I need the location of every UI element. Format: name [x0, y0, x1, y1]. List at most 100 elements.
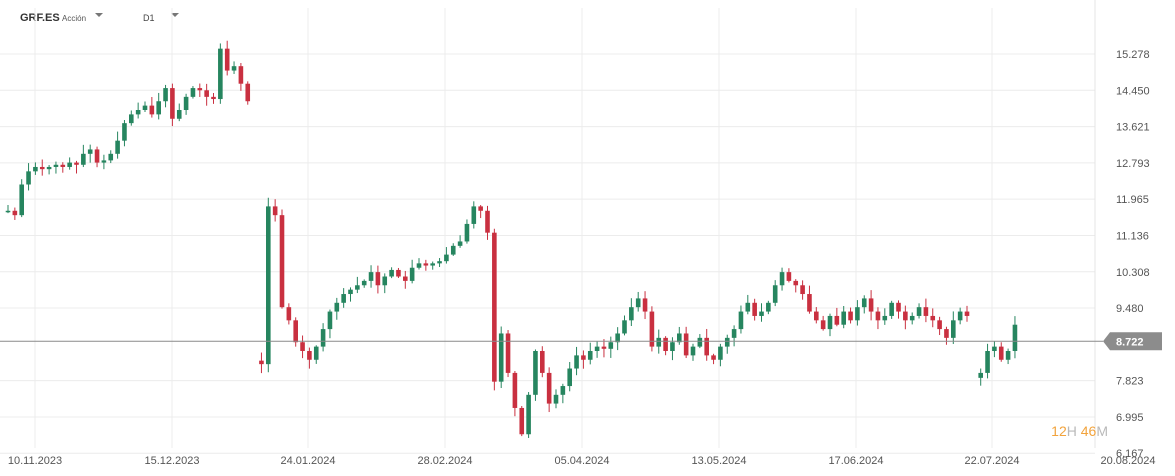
candle-down[interactable] — [423, 263, 429, 266]
candle-up[interactable] — [135, 109, 141, 115]
candle-up[interactable] — [444, 254, 449, 262]
candle-down[interactable] — [403, 276, 408, 281]
candle-up[interactable] — [615, 333, 620, 343]
candle-up[interactable] — [861, 298, 867, 308]
candle-up[interactable] — [992, 346, 997, 351]
candle-up[interactable] — [416, 263, 422, 268]
candle-up[interactable] — [498, 333, 504, 382]
candle-up[interactable] — [738, 311, 744, 330]
candle-down[interactable] — [581, 355, 586, 360]
candle-up[interactable] — [348, 289, 353, 295]
candle-up[interactable] — [26, 171, 31, 185]
candle-down[interactable] — [60, 164, 66, 167]
candle-up[interactable] — [574, 355, 579, 369]
candle-down[interactable] — [74, 162, 79, 165]
candle-down[interactable] — [868, 298, 874, 312]
candle-down[interactable] — [540, 350, 545, 373]
candle-down[interactable] — [245, 83, 251, 102]
candle-down[interactable] — [12, 210, 18, 216]
candle-up[interactable] — [67, 162, 72, 167]
candle-up[interactable] — [587, 350, 593, 360]
candle-up[interactable] — [183, 96, 189, 110]
candle-down[interactable] — [307, 350, 312, 360]
candle-down[interactable] — [875, 311, 881, 321]
candle-down[interactable] — [814, 311, 819, 321]
candle-up[interactable] — [622, 320, 627, 334]
candle-down[interactable] — [279, 215, 285, 308]
candle-up[interactable] — [985, 350, 990, 373]
candle-down[interactable] — [197, 88, 203, 91]
candle-up[interactable] — [5, 210, 11, 213]
candle-down[interactable] — [505, 333, 511, 373]
candle-up[interactable] — [827, 315, 833, 330]
candle-down[interactable] — [663, 337, 668, 351]
candle-down[interactable] — [601, 346, 607, 349]
candle-up[interactable] — [368, 272, 374, 281]
candle-up[interactable] — [266, 206, 271, 365]
candle-down[interactable] — [94, 149, 100, 163]
candle-down[interactable] — [649, 311, 655, 347]
candle-up[interactable] — [87, 149, 93, 154]
timeframe-selector[interactable]: D1 — [143, 13, 155, 23]
candle-down[interactable] — [937, 320, 942, 330]
candle-up[interactable] — [320, 329, 326, 347]
candle-up[interactable] — [779, 272, 785, 286]
candle-up[interactable] — [889, 302, 894, 316]
candle-up[interactable] — [382, 276, 388, 286]
candle-up[interactable] — [656, 337, 662, 347]
candle-up[interactable] — [327, 311, 333, 330]
candle-down[interactable] — [204, 90, 209, 97]
candle-up[interactable] — [437, 261, 442, 264]
candle-up[interactable] — [46, 166, 52, 170]
candle-up[interactable] — [697, 337, 703, 347]
candle-down[interactable] — [800, 285, 805, 295]
candle-down[interactable] — [478, 206, 483, 211]
candle-up[interactable] — [190, 88, 196, 97]
candle-down[interactable] — [834, 315, 840, 325]
candle-up[interactable] — [450, 245, 456, 255]
candle-up[interactable] — [101, 160, 107, 163]
candle-down[interactable] — [485, 210, 490, 233]
candle-up[interactable] — [33, 166, 38, 172]
candle-down[interactable] — [170, 88, 175, 119]
candle-up[interactable] — [430, 263, 435, 266]
candle-up[interactable] — [670, 342, 675, 351]
candle-down[interactable] — [519, 407, 525, 435]
candle-up[interactable] — [129, 114, 134, 124]
candle-up[interactable] — [766, 302, 771, 312]
candle-up[interactable] — [718, 346, 723, 360]
candle-up[interactable] — [108, 153, 114, 161]
candle-up[interactable] — [1005, 350, 1011, 360]
candle-up[interactable] — [635, 298, 641, 308]
candle-down[interactable] — [964, 311, 970, 316]
candle-down[interactable] — [211, 96, 216, 100]
candle-up[interactable] — [361, 280, 367, 286]
candle-down[interactable] — [786, 272, 792, 281]
candle-down[interactable] — [272, 206, 278, 216]
candle-down[interactable] — [896, 302, 901, 312]
candle-up[interactable] — [19, 184, 24, 216]
candle-down[interactable] — [711, 355, 716, 360]
candle-up[interactable] — [341, 294, 346, 303]
candle-up[interactable] — [841, 311, 846, 325]
candle-up[interactable] — [957, 311, 963, 321]
candle-up[interactable] — [115, 140, 120, 154]
candle-up[interactable] — [53, 164, 59, 167]
candle-down[interactable] — [546, 372, 552, 404]
candle-up[interactable] — [1012, 324, 1018, 351]
candle-up[interactable] — [231, 66, 237, 71]
candle-down[interactable] — [396, 269, 401, 277]
candle-up[interactable] — [759, 311, 764, 316]
candle-down[interactable] — [998, 346, 1004, 360]
candle-down[interactable] — [224, 48, 230, 71]
candle-up[interactable] — [163, 88, 168, 102]
candle-up[interactable] — [724, 337, 730, 347]
symbol-chevron-down-icon[interactable] — [95, 13, 103, 17]
candle-up[interactable] — [677, 333, 682, 343]
candle-up[interactable] — [156, 101, 161, 115]
candle-down[interactable] — [238, 66, 244, 84]
candle-up[interactable] — [142, 105, 148, 110]
candle-up[interactable] — [978, 372, 983, 378]
candle-up[interactable] — [389, 269, 394, 277]
